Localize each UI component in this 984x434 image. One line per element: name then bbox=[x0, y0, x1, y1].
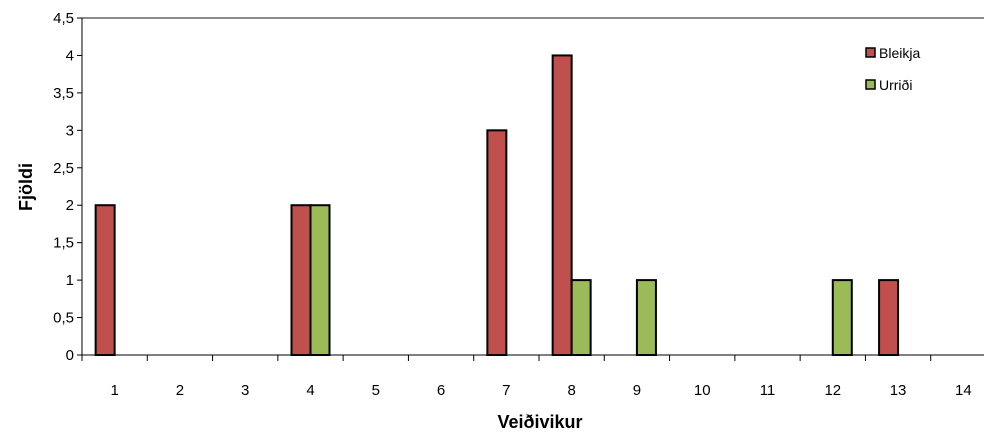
y-tick-label: 4 bbox=[66, 47, 74, 64]
bar-urriði-12 bbox=[831, 279, 853, 356]
x-tick-label: 7 bbox=[502, 382, 510, 399]
x-axis-title: Veiðivikur bbox=[497, 412, 582, 432]
y-tick-label: 0,5 bbox=[53, 310, 74, 327]
y-tick-label: 0 bbox=[66, 347, 74, 364]
x-tick-label: 4 bbox=[306, 382, 314, 399]
legend-swatch bbox=[865, 47, 876, 58]
x-tick-label: 8 bbox=[567, 382, 575, 399]
y-axis: 0 0,5 1 1,5 2 2,5 3 3,5 4 4,5 bbox=[53, 10, 83, 364]
x-tick-label: 2 bbox=[176, 382, 184, 399]
x-tick-label: 12 bbox=[824, 382, 841, 399]
x-tick-label: 14 bbox=[955, 382, 972, 399]
y-tick-label: 1,5 bbox=[53, 235, 74, 252]
bar-bleikja-7 bbox=[486, 129, 508, 356]
bar-urriði-9 bbox=[635, 279, 657, 356]
x-axis: 1 2 3 4 5 6 7 8 9 10 11 12 13 14 bbox=[81, 354, 984, 399]
y-tick-label: 3 bbox=[66, 122, 74, 139]
x-tick-label: 5 bbox=[372, 382, 380, 399]
legend: Bleikja Urriði bbox=[865, 45, 920, 93]
legend-label: Bleikja bbox=[879, 45, 920, 61]
y-tick-label: 3,5 bbox=[53, 85, 74, 102]
x-tick-label: 9 bbox=[633, 382, 641, 399]
y-tick-label: 4,5 bbox=[53, 10, 74, 27]
bar-bleikja-4 bbox=[290, 204, 312, 356]
bar-urriði-4 bbox=[309, 204, 331, 356]
bar-urriði-8 bbox=[570, 279, 592, 356]
x-tick-label: 1 bbox=[110, 382, 118, 399]
y-tick-label: 1 bbox=[66, 272, 74, 289]
bar-bleikja-8 bbox=[551, 54, 573, 356]
x-tick-label: 11 bbox=[760, 382, 776, 399]
x-tick-label: 3 bbox=[241, 382, 249, 399]
y-axis-title: Fjöldi bbox=[16, 163, 36, 211]
legend-swatch bbox=[865, 79, 876, 90]
x-tick-label: 13 bbox=[890, 382, 907, 399]
bar-bleikja-1 bbox=[94, 204, 116, 356]
x-tick-label: 6 bbox=[437, 382, 445, 399]
bar-bleikja-13 bbox=[878, 279, 900, 356]
bars-group bbox=[94, 54, 900, 356]
y-tick-label: 2 bbox=[66, 197, 74, 214]
x-tick-label: 10 bbox=[694, 382, 711, 399]
y-tick-label: 2,5 bbox=[53, 160, 74, 177]
legend-label: Urriði bbox=[879, 77, 912, 93]
